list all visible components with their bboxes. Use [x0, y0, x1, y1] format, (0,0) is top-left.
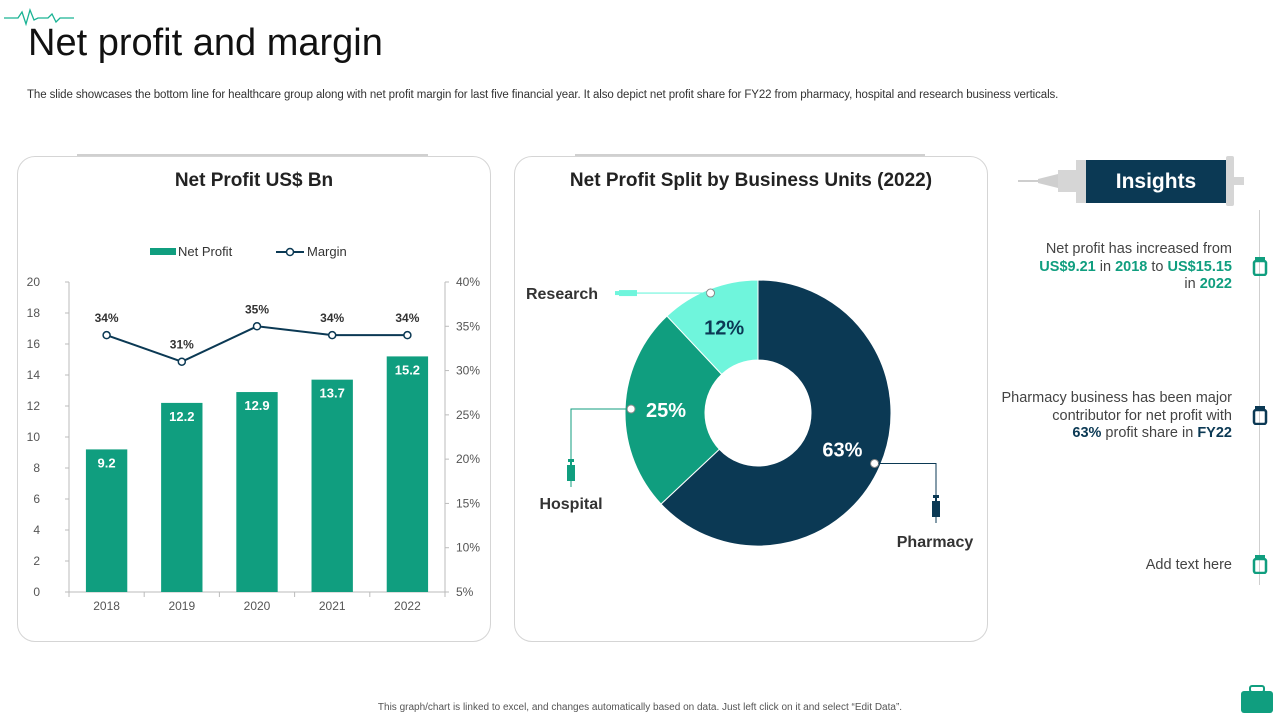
syringe-icon — [567, 459, 575, 487]
bar-data-label: 9.2 — [98, 455, 116, 470]
insights-header: Insights — [1086, 160, 1226, 203]
briefcase-icon[interactable] — [1240, 684, 1274, 714]
y2-tick-label: 5% — [456, 585, 474, 599]
donut-data-label: 12% — [704, 317, 744, 339]
x-tick-label: 2020 — [244, 599, 271, 613]
donut-category-label: Hospital — [539, 496, 602, 513]
y-tick-label: 10 — [27, 430, 41, 444]
margin-point — [327, 330, 337, 340]
y2-tick-label: 40% — [456, 275, 480, 289]
footer-note: This graph/chart is linked to excel, and… — [377, 702, 903, 713]
net-profit-chart-panel: Net Profit US$ Bn 0 2 4 6 8 10 12 14 16 18 20 5% 10%… — [17, 156, 491, 642]
syringe-icon — [932, 495, 940, 523]
y2-tick-label: 15% — [456, 496, 480, 510]
callout-dot — [870, 458, 880, 468]
net-profit-chart-title: Net Profit US$ Bn — [174, 170, 334, 191]
donut-category-label: Pharmacy — [897, 534, 974, 551]
vial-icon — [1252, 257, 1268, 276]
y2-tick-label: 20% — [456, 452, 480, 466]
bar-data-label: 12.2 — [169, 409, 194, 424]
business-split-donut-chart[interactable]: 63% 25% 12% Pharmacy Hospital Research — [515, 157, 987, 641]
net-profit-chart[interactable]: 0 2 4 6 8 10 12 14 16 18 20 5% 10% 15% 20% 25% 30% 35% 40%… — [18, 157, 490, 641]
bar-net-profit — [85, 449, 128, 592]
legend-label-margin: Margin — [307, 244, 347, 259]
y2-tick-label: 30% — [456, 364, 480, 378]
margin-point — [102, 330, 111, 340]
callout-dot — [626, 404, 636, 414]
vial-icon — [1252, 555, 1268, 574]
x-tick-label: 2022 — [394, 599, 421, 613]
syringe-icon — [615, 290, 637, 297]
callout-dot — [706, 288, 716, 298]
y-tick-label: 2 — [33, 554, 40, 568]
business-split-chart-title: Net Profit Split by Business Units (2022… — [569, 170, 933, 191]
y-tick-label: 14 — [27, 368, 41, 382]
y-tick-label: 18 — [27, 306, 41, 320]
y-tick-label: 20 — [27, 275, 41, 289]
donut-slice-hospital — [624, 315, 723, 505]
x-tick-label: 2018 — [93, 599, 120, 613]
y2-tick-label: 25% — [456, 408, 480, 422]
bar-net-profit — [236, 392, 278, 592]
y-tick-label: 16 — [27, 337, 41, 351]
margin-data-label: 34% — [320, 311, 344, 325]
legend-label-net-profit: Net Profit — [178, 244, 233, 259]
insight-profit-growth: Net profit has increased from US$9.21 in… — [1039, 241, 1232, 292]
donut-slice-research — [666, 279, 759, 376]
legend-marker-margin — [285, 247, 295, 257]
margin-data-label: 35% — [245, 302, 269, 316]
donut-slice-pharmacy — [660, 279, 892, 547]
y-tick-label: 8 — [33, 461, 40, 475]
insight-pharmacy-share: Pharmacy business has been major contrib… — [1001, 390, 1232, 441]
donut-data-label: 63% — [822, 440, 862, 462]
business-split-chart-panel: Net Profit Split by Business Units (2022… — [514, 156, 988, 642]
bar-data-label: 12.9 — [244, 398, 269, 413]
legend-swatch-net-profit — [150, 248, 176, 255]
x-tick-label: 2021 — [319, 599, 346, 613]
bar-net-profit — [311, 379, 353, 592]
margin-point — [177, 357, 187, 366]
margin-data-label: 34% — [95, 311, 119, 325]
y-tick-label: 12 — [27, 399, 41, 413]
margin-point — [403, 330, 412, 340]
y-tick-label: 4 — [33, 523, 40, 537]
y-tick-label: 0 — [33, 585, 40, 599]
syringe-icon — [1018, 156, 1244, 206]
donut-category-label: Research — [526, 286, 598, 303]
bar-data-label: 15.2 — [395, 362, 420, 377]
bar-net-profit — [386, 356, 429, 592]
vial-icon — [1252, 406, 1268, 425]
bar-data-label: 13.7 — [320, 386, 345, 401]
page-title: Net profit and margin — [28, 22, 383, 64]
x-tick-label: 2019 — [168, 599, 195, 613]
y2-tick-label: 10% — [456, 541, 480, 555]
callout-line — [570, 408, 628, 459]
margin-point — [252, 322, 262, 331]
margin-line — [106, 325, 408, 363]
page-subtitle: The slide showcases the bottom line for … — [27, 89, 1059, 101]
margin-data-label: 31% — [170, 338, 194, 352]
y2-tick-label: 35% — [456, 319, 480, 333]
bar-net-profit — [161, 402, 203, 592]
heartbeat-icon — [4, 7, 74, 27]
callout-line — [878, 462, 937, 495]
donut-data-label: 25% — [646, 400, 686, 422]
insight-placeholder[interactable]: Add text here — [1145, 557, 1232, 573]
margin-data-label: 34% — [395, 311, 419, 325]
timeline-line — [1259, 210, 1260, 585]
y-tick-label: 6 — [33, 492, 40, 506]
